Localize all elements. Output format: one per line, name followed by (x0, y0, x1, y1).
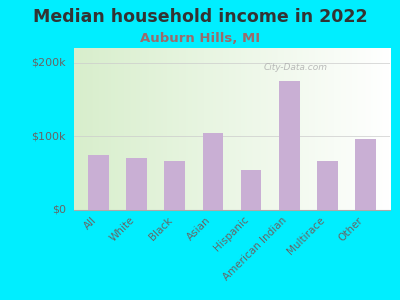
Bar (202, 133, 224, 210)
Bar (240, 169, 262, 210)
Text: Median household income in 2022: Median household income in 2022 (33, 8, 367, 26)
Bar (88, 155, 109, 210)
Bar (164, 161, 185, 210)
Text: $200k: $200k (31, 58, 66, 68)
Bar (126, 158, 147, 210)
Text: Auburn Hills, MI: Auburn Hills, MI (140, 32, 260, 44)
Bar (317, 161, 338, 210)
Text: City-Data.com: City-Data.com (263, 63, 327, 72)
Bar (279, 81, 300, 210)
Bar (355, 139, 376, 210)
Text: $100k: $100k (32, 131, 66, 141)
Text: $0: $0 (52, 205, 66, 215)
